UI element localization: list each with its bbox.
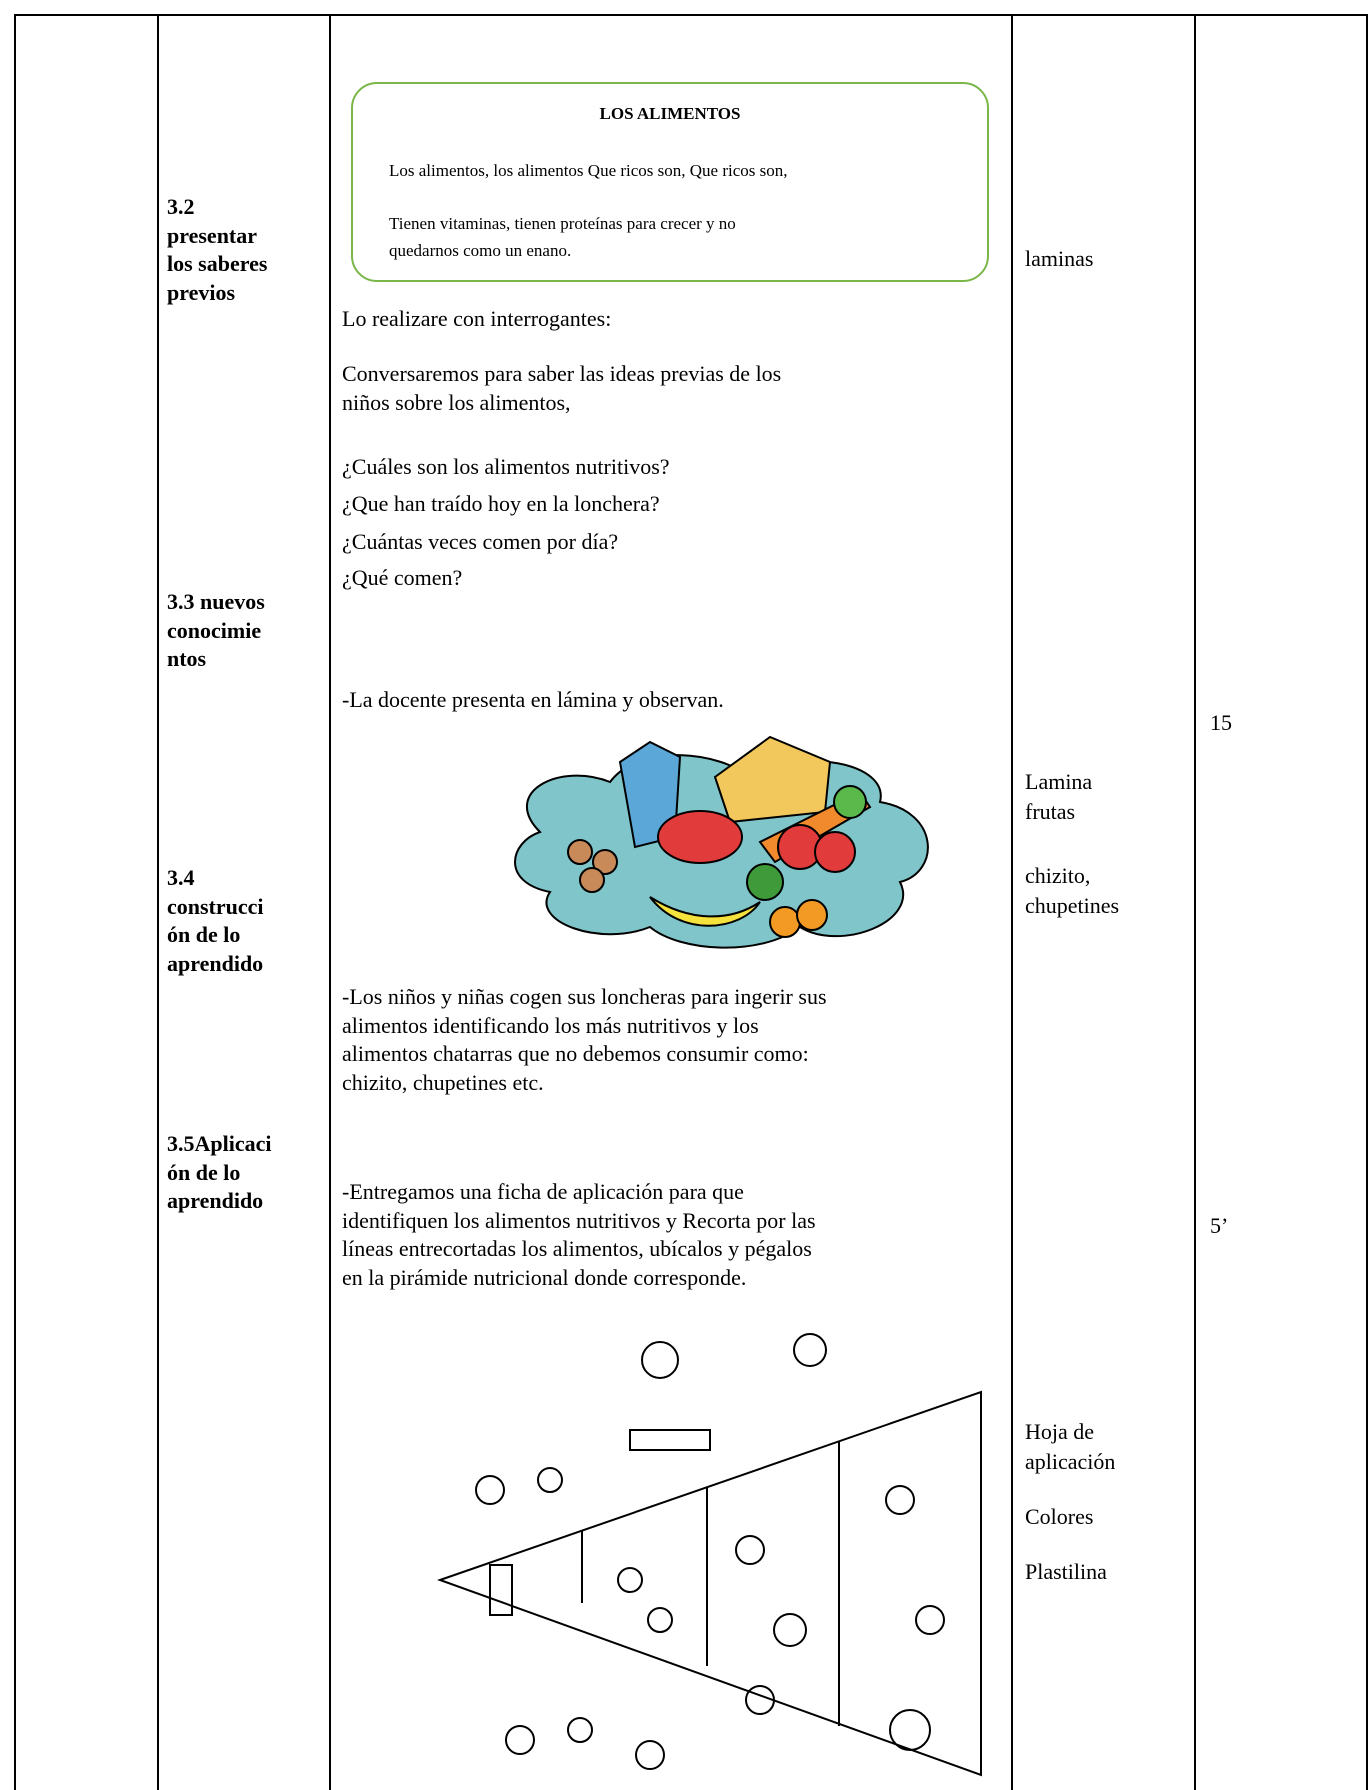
song-line: quedarnos como un enano. [389,241,572,260]
material-text: Colores [1025,1504,1094,1529]
stage-label: 3.2 [167,194,195,219]
table-border [14,14,1368,16]
table-border [14,14,16,1790]
activity-text: Conversaremos para saber las ideas previ… [342,361,782,386]
stage-label: ón de lo [167,922,241,947]
activity-text: ¿Que han traído hoy en la lonchera? [342,491,660,516]
song-line: Tienen vitaminas, tienen proteínas para … [389,214,736,233]
time-text: 15 [1210,710,1232,735]
stage-label: ón de lo [167,1159,241,1185]
table-border [329,14,331,1790]
activity-text: alimentos identificando los más nutritiv… [342,1012,759,1038]
food-illustration [514,735,929,949]
stage-label: 3.3 nuevos [167,589,265,614]
stage-label: previos [167,279,236,305]
activity-text: alimentos chatarras que no debemos consu… [342,1041,809,1066]
table-border [1011,14,1013,1790]
activity-text: ¿Cuántas veces comen por día? [342,529,619,554]
activity-text: -Entregamos una ficha de aplicación para… [342,1179,744,1204]
stage-label: los saberes [167,251,268,276]
material-text: laminas [1025,246,1094,271]
activity-text: -Los niños y niñas cogen sus loncheras p… [342,984,827,1009]
time-text: 5’ [1210,1213,1229,1238]
table-border [1194,14,1196,1790]
song-title: LOS ALIMENTOS [599,104,741,123]
table-border [157,14,159,1790]
material-text: chizito, [1025,863,1091,888]
material-text: Plastilina [1025,1559,1107,1584]
stage-label: 3.5Aplicaci [167,1131,272,1156]
activity-text: Lo realizare con interrogantes: [342,306,612,331]
material-text: chupetines [1025,893,1120,918]
activity-text: en la pirámide nutricional donde corresp… [342,1264,747,1290]
activity-text: -La docente presenta en lámina y observa… [342,687,724,712]
activity-text: niños sobre los alimentos, [342,389,571,415]
material-text: frutas [1025,799,1076,824]
stage-label: aprendido [167,950,264,976]
stage-label: conocimie [167,617,262,643]
activity-text: chizito, chupetines etc. [342,1069,544,1095]
stage-label: presentar [167,222,258,248]
activity-text: identifiquen los alimentos nutritivos y … [342,1207,816,1233]
song-line: Los alimentos, los alimentos Que ricos s… [389,161,788,180]
activity-text: ¿Qué comen? [342,565,463,590]
song-box [351,82,989,282]
material-text: aplicación [1025,1449,1116,1474]
material-text: Hoja de [1025,1419,1095,1444]
activity-text: líneas entrecortadas los alimentos, ubíc… [342,1236,812,1261]
stage-label: aprendido [167,1188,264,1213]
pyramid-worksheet [437,1333,982,1777]
table-border [1366,14,1368,1790]
stage-label: construcci [167,893,264,919]
stage-label: 3.4 [167,865,195,890]
stage-label: ntos [167,646,207,671]
material-text: Lamina [1025,769,1093,794]
activity-text: ¿Cuáles son los alimentos nutritivos? [342,454,670,479]
